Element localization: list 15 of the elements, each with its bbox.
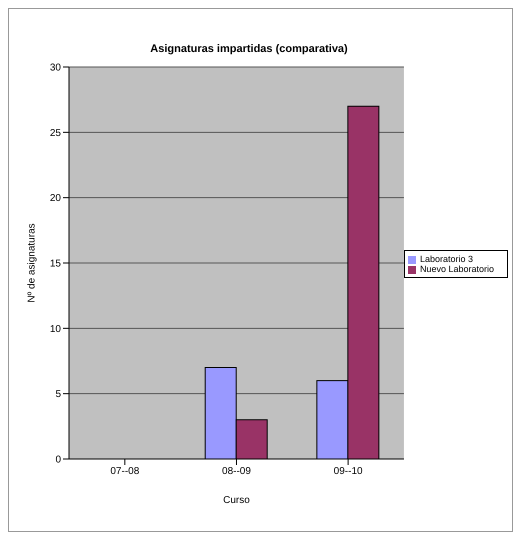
y-tick-label: 10 xyxy=(50,324,62,335)
chart-title: Asignaturas impartidas (comparativa) xyxy=(149,43,349,55)
x-tick-label: 09--10 xyxy=(334,466,364,478)
x-tick-label: 08--09 xyxy=(222,466,252,478)
y-tick-label: 0 xyxy=(55,454,62,466)
y-tick-label: 30 xyxy=(50,62,62,74)
x-axis-title: Curso xyxy=(223,495,250,506)
y-tick-label: 5 xyxy=(55,389,62,400)
x-tick-label: 07--08 xyxy=(110,466,140,478)
y-tick-label: 25 xyxy=(50,128,62,139)
legend-label: Nuevo Laboratorio xyxy=(420,264,494,274)
legend-label: Laboratorio 3 xyxy=(420,254,473,264)
y-axis-title: Nº de asignaturas xyxy=(26,223,38,303)
y-tick-label: 15 xyxy=(50,258,62,270)
y-tick-label: 20 xyxy=(50,193,62,204)
